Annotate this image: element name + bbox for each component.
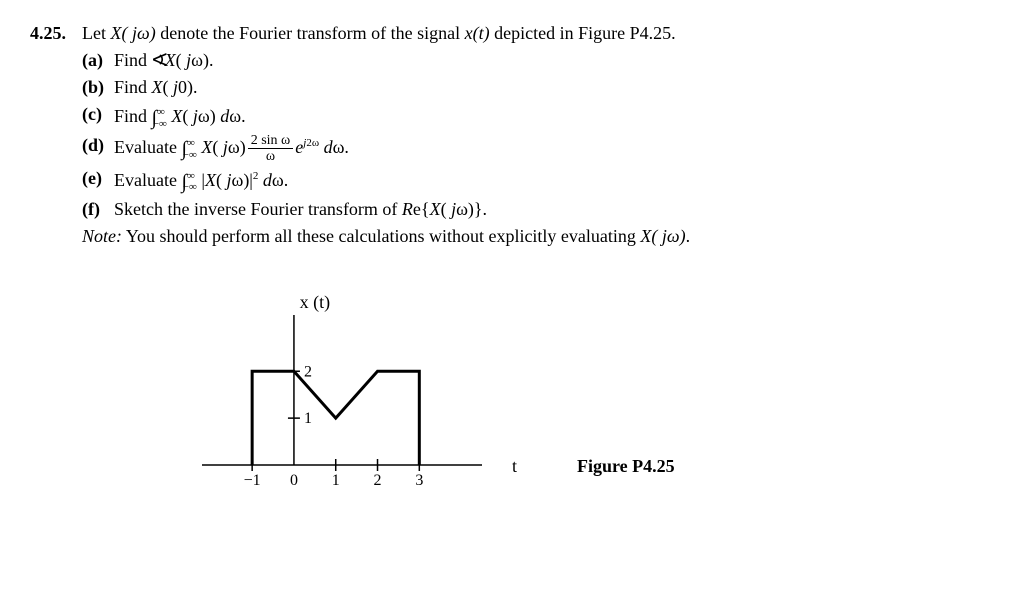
part-b-text: Find X( j0). <box>114 74 198 101</box>
svg-text:1: 1 <box>304 410 312 427</box>
svg-text:3: 3 <box>415 472 423 489</box>
svg-text:1: 1 <box>332 472 340 489</box>
part-e-expr: ∫∞−∞ |X( jω)|2 dω. <box>181 170 288 190</box>
part-b-pre: Find <box>114 77 152 97</box>
part-c: (c) Find ∫∞−∞ X( jω) dω. <box>82 101 994 132</box>
part-f: (f) Sketch the inverse Fourier transform… <box>82 196 994 223</box>
part-a-text: Find ∢X( jω). <box>114 47 213 74</box>
part-b: (b) Find X( j0). <box>82 74 994 101</box>
part-c-expr: ∫∞−∞ X( jω) dω. <box>152 106 246 126</box>
part-d-label: (d) <box>82 132 114 165</box>
part-d: (d) Evaluate ∫∞−∞ X( jω)2 sin ωωej2ω dω. <box>82 132 994 165</box>
svg-text:−1: −1 <box>244 472 261 489</box>
intro-b: denote the Fourier transform of the sign… <box>156 23 465 43</box>
part-e: (e) Evaluate ∫∞−∞ |X( jω)|2 dω. <box>82 165 994 196</box>
note-tail: . <box>686 226 691 246</box>
note-text: You should perform all these calculation… <box>122 226 640 246</box>
part-a-label: (a) <box>82 47 114 74</box>
problem: 4.25. Let X( jω) denote the Fourier tran… <box>30 20 994 490</box>
svg-text:2: 2 <box>374 472 382 489</box>
svg-text:2: 2 <box>304 363 312 380</box>
svg-text:x (t): x (t) <box>300 292 331 313</box>
part-f-pre: Sketch the inverse Fourier transform of <box>114 199 402 219</box>
part-c-pre: Find <box>114 106 152 126</box>
part-b-label: (b) <box>82 74 114 101</box>
axis-t-label: t <box>512 453 517 480</box>
intro-a: Let <box>82 23 111 43</box>
part-e-text: Evaluate ∫∞−∞ |X( jω)|2 dω. <box>114 165 288 196</box>
figure-svg: x (t) 1 2 −1 0 1 2 3 <box>192 290 492 490</box>
part-a: (a) Find ∢X( jω). <box>82 47 994 74</box>
part-f-text: Sketch the inverse Fourier transform of … <box>114 196 487 223</box>
note-line: Note: You should perform all these calcu… <box>82 223 994 250</box>
part-c-label: (c) <box>82 101 114 132</box>
part-f-expr: Re{X( jω)}. <box>402 199 487 219</box>
part-f-label: (f) <box>82 196 114 223</box>
part-e-pre: Evaluate <box>114 170 181 190</box>
xt: x(t) <box>465 23 490 43</box>
note-label: Note: <box>82 226 122 246</box>
problem-body: Let X( jω) denote the Fourier transform … <box>82 20 994 490</box>
part-c-text: Find ∫∞−∞ X( jω) dω. <box>114 101 246 132</box>
part-d-expr: ∫∞−∞ X( jω)2 sin ωωej2ω dω. <box>181 137 348 157</box>
svg-text:0: 0 <box>290 472 298 489</box>
xjw-1: X( jω) <box>111 23 156 43</box>
figure-caption: Figure P4.25 <box>577 453 675 480</box>
xjw-2: X( jω) <box>640 226 685 246</box>
part-b-expr: X( j0). <box>152 77 198 97</box>
intro-c: depicted in Figure P4.25. <box>490 23 676 43</box>
figure-wrap: x (t) 1 2 −1 0 1 2 3 t Figure P4.25 <box>82 290 994 490</box>
part-d-pre: Evaluate <box>114 137 181 157</box>
problem-number: 4.25. <box>30 20 82 490</box>
part-e-label: (e) <box>82 165 114 196</box>
part-d-text: Evaluate ∫∞−∞ X( jω)2 sin ωωej2ω dω. <box>114 132 349 165</box>
intro-line: Let X( jω) denote the Fourier transform … <box>82 20 994 47</box>
part-a-expr: ∢X( jω). <box>152 50 214 70</box>
part-a-pre: Find <box>114 50 152 70</box>
